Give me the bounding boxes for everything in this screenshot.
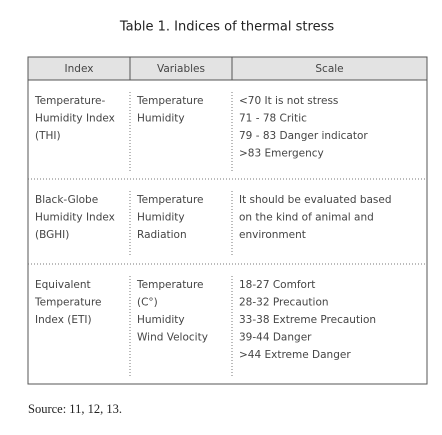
cell-line: Equivalent — [35, 279, 91, 291]
cell-line: Temperature — [136, 95, 204, 107]
source-note: Source: 11, 12, 13. — [28, 402, 122, 416]
table-border — [27, 56, 428, 385]
cell-line: It should be evaluated based — [239, 194, 392, 206]
cell-line: Humidity Index — [35, 113, 115, 125]
column-header: Scale — [315, 63, 343, 75]
cell-line: Temperature- — [34, 95, 106, 107]
cell-line: 18-27 Comfort — [239, 279, 315, 291]
cell-line: Humidity — [137, 314, 185, 326]
cell-line: Radiation — [137, 229, 187, 241]
cell-line: 39-44 Danger — [239, 332, 312, 344]
cell-line: Index (ETI) — [35, 314, 92, 326]
cell-line: 33-38 Extreme Precaution — [239, 314, 376, 326]
cell-line: Temperature — [136, 279, 204, 291]
cell-line: environment — [239, 229, 306, 241]
cell-line: (THI) — [35, 130, 61, 142]
cell-line: on the kind of animal and — [239, 212, 374, 224]
cell-line: Temperature — [34, 297, 102, 309]
column-header: Index — [65, 63, 94, 75]
cell-line: Wind Velocity — [137, 332, 208, 344]
cell-line: >44 Extreme Danger — [239, 349, 351, 361]
table-title: Table 1. Indices of thermal stress — [119, 20, 334, 35]
cell-line: Temperature — [136, 194, 204, 206]
cell-line: (BGHI) — [35, 229, 69, 241]
cell-line: >83 Emergency — [239, 148, 324, 160]
cell-line: Humidity Index — [35, 212, 115, 224]
cell-line: (C°) — [137, 297, 158, 309]
cell-line: 71 - 78 Critic — [239, 113, 307, 125]
cell-line: 79 - 83 Danger indicator — [239, 130, 368, 142]
cell-line: <70 It is not stress — [239, 95, 338, 107]
cell-line: Black-Globe — [35, 194, 98, 206]
header-background — [28, 57, 427, 80]
cell-line: Humidity — [137, 113, 185, 125]
column-header: Variables — [157, 63, 205, 75]
cell-line: Humidity — [137, 212, 185, 224]
cell-line: 28-32 Precaution — [239, 297, 329, 309]
